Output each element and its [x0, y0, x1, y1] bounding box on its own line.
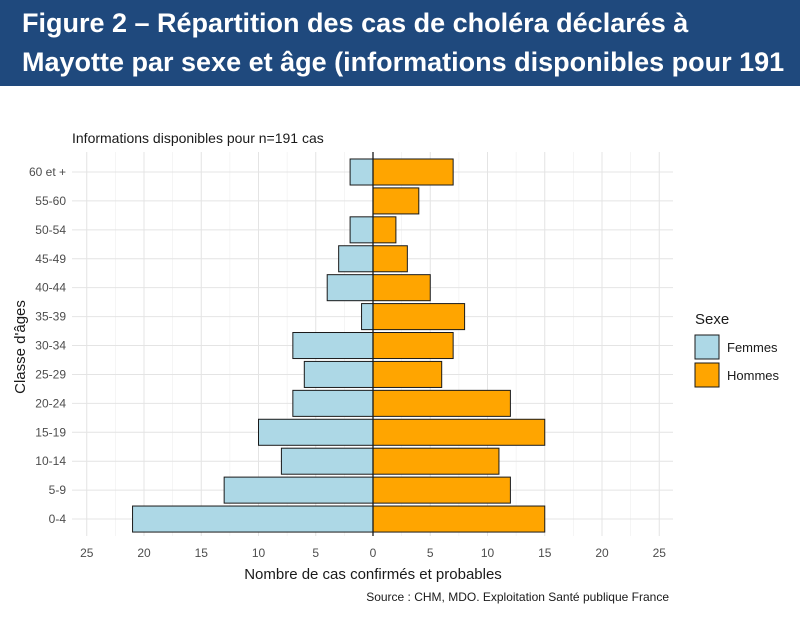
y-tick-label: 50-54: [35, 223, 66, 237]
x-tick-label: 10: [481, 546, 495, 560]
bar-hommes-15-19: [372, 418, 546, 446]
bar-femmes-5-9: [223, 476, 374, 504]
x-tick-label: 20: [595, 546, 609, 560]
bar-hommes-60 et +: [372, 158, 454, 186]
bar-femmes-60 et +: [349, 158, 374, 186]
y-tick-label: 15-19: [35, 425, 66, 439]
bar-hommes-0-4: [372, 505, 546, 533]
x-tick-label: 5: [427, 546, 434, 560]
y-tick-label: 0-4: [49, 512, 67, 526]
x-tick-label: 25: [653, 546, 667, 560]
x-axis-label: Nombre de cas confirmés et probables: [244, 566, 502, 583]
bar-hommes-20-24: [372, 389, 511, 417]
x-tick-label: 25: [80, 546, 94, 560]
chart-subtitle: Informations disponibles pour n=191 cas: [72, 130, 324, 146]
bar-femmes-10-14: [280, 447, 374, 475]
y-tick-label: 55-60: [35, 194, 66, 208]
y-tick-label: 25-29: [35, 367, 66, 381]
bar-hommes-10-14: [372, 447, 500, 475]
bar-hommes-5-9: [372, 476, 511, 504]
bar-hommes-30-34: [372, 332, 454, 360]
y-tick-label: 10-14: [35, 454, 66, 468]
y-tick-label: 5-9: [49, 483, 67, 497]
bar-femmes-40-44: [326, 274, 374, 302]
legend-title: Sexe: [695, 311, 729, 328]
legend-label-femmes: Femmes: [727, 340, 778, 355]
bar-hommes-50-54: [372, 216, 397, 244]
bar-hommes-25-29: [372, 360, 443, 388]
bar-femmes-50-54: [349, 216, 374, 244]
bar-femmes-25-29: [303, 360, 374, 388]
x-tick-label: 15: [538, 546, 552, 560]
bar-femmes-20-24: [292, 389, 374, 417]
x-tick-label: 5: [312, 546, 319, 560]
bar-femmes-30-34: [292, 332, 374, 360]
title-banner: Figure 2 – Répartition des cas de cholér…: [0, 0, 800, 116]
bar-hommes-35-39: [372, 303, 466, 331]
bar-femmes-0-4: [132, 505, 374, 533]
legend-label-hommes: Hommes: [727, 368, 780, 383]
y-tick-label: 30-34: [35, 339, 66, 353]
figure-title: Figure 2 – Répartition des cas de cholér…: [22, 8, 785, 116]
population-pyramid-chart: Informations disponibles pour n=191 cas …: [12, 130, 780, 604]
y-tick-label: 20-24: [35, 396, 66, 410]
x-tick-label: 10: [252, 546, 266, 560]
bar-hommes-40-44: [372, 274, 431, 302]
y-tick-label: 45-49: [35, 252, 66, 266]
y-axis-label: Classe d'âges: [12, 300, 29, 394]
bar-femmes-45-49: [338, 245, 374, 273]
x-tick-label: 20: [137, 546, 151, 560]
bar-hommes-55-60: [372, 187, 420, 215]
bar-hommes-45-49: [372, 245, 408, 273]
x-tick-label: 15: [195, 546, 209, 560]
bar-femmes-35-39: [361, 303, 374, 331]
legend-key-femmes: [694, 334, 720, 360]
source-note: Source : CHM, MDO. Exploitation Santé pu…: [366, 590, 669, 604]
y-tick-label: 40-44: [35, 281, 66, 295]
x-tick-label: 0: [370, 546, 377, 560]
y-tick-label: 35-39: [35, 310, 66, 324]
plot-area: 0-4 5-9 10-14 15-19 20-24 25-29 30-34 35-39 40-4…: [29, 152, 673, 560]
legend-key-hommes: [694, 362, 720, 388]
legend: Sexe Femmes Hommes: [694, 311, 780, 388]
bar-femmes-15-19: [258, 418, 374, 446]
y-tick-label: 60 et +: [29, 165, 66, 179]
